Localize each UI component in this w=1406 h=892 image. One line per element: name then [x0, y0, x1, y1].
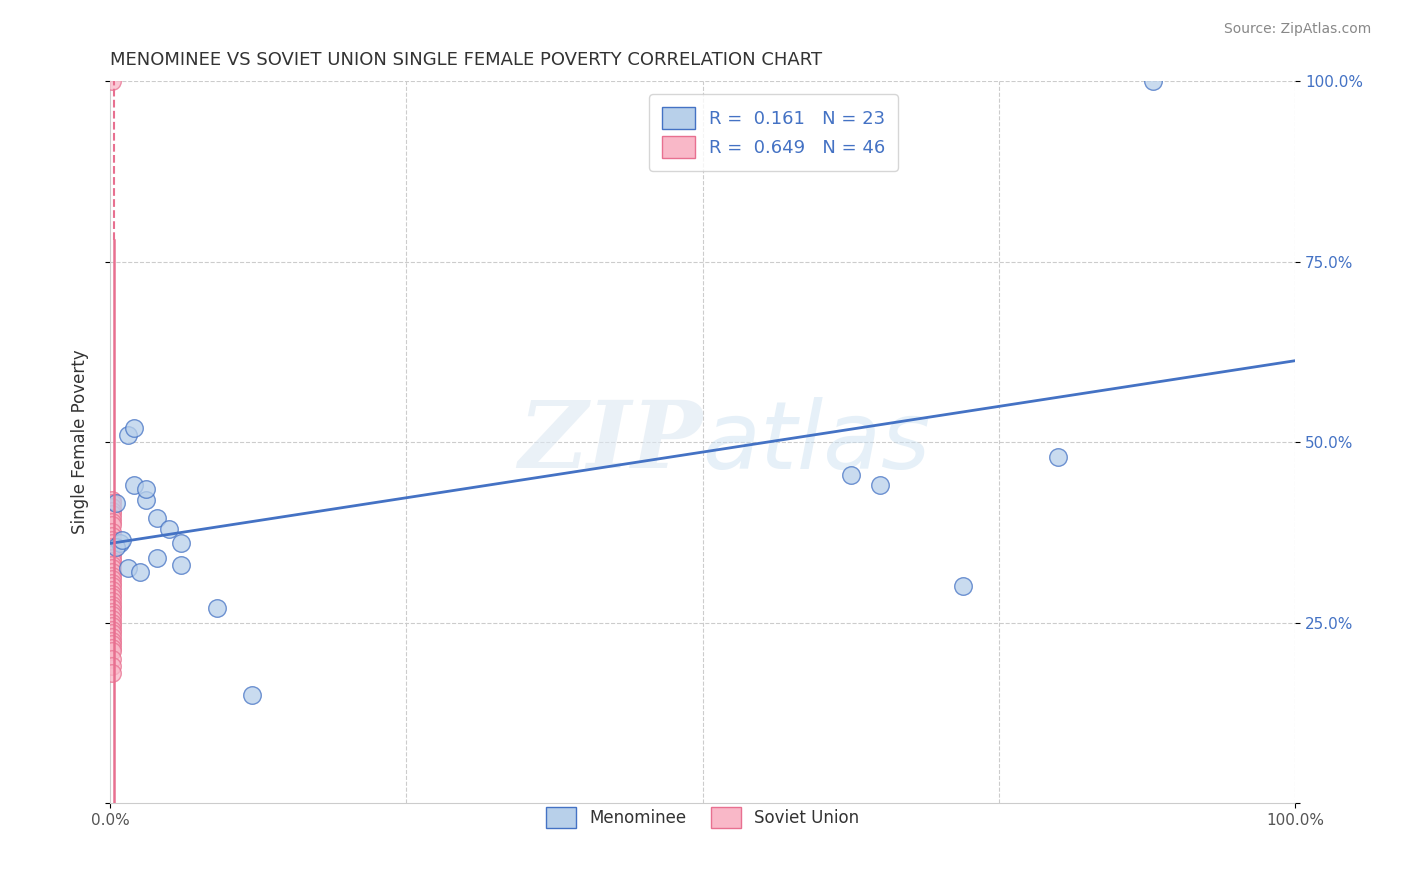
Point: [101, 554, 124, 568]
Point: [101, 640, 124, 655]
Point: [122, 478, 145, 492]
Legend: Menominee, Soviet Union: Menominee, Soviet Union: [538, 801, 866, 834]
Point: [101, 565, 124, 579]
Point: [101, 492, 124, 507]
Point: [101, 572, 124, 586]
Point: [101, 601, 124, 615]
Point: [101, 626, 124, 640]
Point: [101, 579, 124, 593]
Text: ZIP: ZIP: [519, 397, 703, 487]
Point: [101, 568, 124, 582]
Point: [1142, 74, 1164, 88]
Point: [101, 540, 124, 554]
Point: [111, 533, 134, 547]
Point: [101, 500, 124, 514]
Point: [1047, 450, 1070, 464]
Point: [205, 601, 228, 615]
Point: [157, 522, 180, 536]
Point: [101, 658, 124, 673]
Point: [128, 565, 150, 579]
Point: [101, 525, 124, 540]
Point: [122, 421, 145, 435]
Point: [101, 504, 124, 518]
Point: [101, 615, 124, 630]
Point: [101, 666, 124, 681]
Point: [101, 608, 124, 623]
Point: [101, 612, 124, 626]
Point: [101, 508, 124, 522]
Point: [105, 540, 128, 554]
Point: [101, 515, 124, 529]
Text: atlas: atlas: [703, 397, 931, 488]
Point: [101, 633, 124, 648]
Point: [101, 529, 124, 543]
Point: [101, 594, 124, 608]
Point: [101, 536, 124, 550]
Point: [869, 478, 891, 492]
Point: [135, 482, 157, 496]
Point: [108, 536, 131, 550]
Point: [146, 511, 169, 525]
Point: [101, 518, 124, 533]
Point: [101, 550, 124, 565]
Point: [101, 496, 124, 510]
Point: [101, 598, 124, 612]
Point: [101, 583, 124, 598]
Point: [117, 428, 139, 442]
Point: [170, 558, 193, 572]
Point: [170, 536, 193, 550]
Point: [135, 492, 157, 507]
Point: [101, 543, 124, 558]
Point: [101, 623, 124, 637]
Point: [146, 550, 169, 565]
Point: [101, 533, 124, 547]
Point: [105, 496, 128, 510]
Y-axis label: Single Female Poverty: Single Female Poverty: [72, 350, 89, 534]
Point: [839, 467, 862, 482]
Point: [240, 688, 263, 702]
Point: [101, 651, 124, 665]
Text: Source: ZipAtlas.com: Source: ZipAtlas.com: [1223, 22, 1371, 37]
Point: [101, 644, 124, 658]
Text: MENOMINEE VS SOVIET UNION SINGLE FEMALE POVERTY CORRELATION CHART: MENOMINEE VS SOVIET UNION SINGLE FEMALE …: [110, 51, 823, 69]
Point: [101, 561, 124, 575]
Point: [101, 630, 124, 644]
Point: [101, 575, 124, 590]
Point: [117, 561, 139, 575]
Point: [101, 587, 124, 601]
Point: [101, 511, 124, 525]
Point: [952, 579, 974, 593]
Point: [101, 637, 124, 651]
Point: [101, 605, 124, 619]
Point: [101, 547, 124, 561]
Point: [101, 619, 124, 633]
Point: [101, 558, 124, 572]
Point: [101, 74, 124, 88]
Point: [101, 591, 124, 605]
